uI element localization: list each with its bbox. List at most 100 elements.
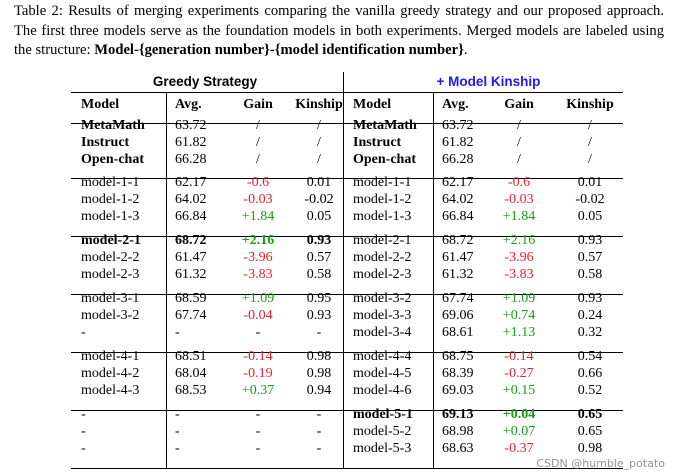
cell-left-kinship: - bbox=[316, 424, 322, 439]
cell-right-avg: 69.06 bbox=[442, 308, 474, 323]
cell-right-avg: 69.13 bbox=[442, 407, 474, 422]
cell-right-kinship: 0.05 bbox=[577, 209, 603, 224]
table-row: - - - - model-3-4 68.61 +1.13 0.32 bbox=[71, 324, 623, 341]
cell-left-kinship: 0.98 bbox=[306, 349, 332, 364]
table-row: MetaMath 63.72 / / MetaMath 63.72 / / bbox=[71, 117, 623, 134]
cell-right-avg: 61.82 bbox=[442, 135, 474, 150]
cell-right-model: model-3-2 bbox=[353, 291, 412, 306]
caption-end: . bbox=[463, 42, 468, 58]
cell-left-avg: 62.17 bbox=[175, 175, 207, 190]
cell-right-kinship: 0.24 bbox=[577, 308, 603, 323]
cell-right-kinship: 0.65 bbox=[577, 407, 603, 422]
table-row: model-1-3 66.84 +1.84 0.05 model-1-3 66.84 +1.… bbox=[71, 208, 623, 225]
cell-right-model: model-5-3 bbox=[353, 441, 412, 456]
cell-left-gain: / bbox=[256, 152, 260, 167]
cell-left-avg: 68.04 bbox=[175, 366, 207, 381]
cell-left-kinship: 0.94 bbox=[306, 383, 332, 398]
table-row: model-2-3 61.32 -3.83 0.58 model-2-3 61.32 -3.… bbox=[71, 266, 623, 283]
cell-right-model: model-2-1 bbox=[353, 233, 412, 248]
cell-right-kinship: -0.02 bbox=[575, 192, 605, 207]
table-row: model-3-2 67.74 -0.04 0.93 model-3-3 69.06 +0.… bbox=[71, 307, 623, 324]
cell-left-gain: -0.19 bbox=[243, 366, 273, 381]
cell-left-gain: - bbox=[255, 424, 261, 439]
column-header: Gain bbox=[243, 97, 273, 112]
cell-left-avg: 68.72 bbox=[175, 233, 207, 248]
column-header: Kinship bbox=[295, 97, 343, 112]
cell-right-kinship: 0.98 bbox=[577, 441, 603, 456]
cell-left-gain: -3.83 bbox=[243, 267, 273, 282]
cell-left-model: - bbox=[81, 441, 86, 456]
cell-right-gain: -0.37 bbox=[504, 441, 534, 456]
cell-left-kinship: -0.02 bbox=[304, 192, 334, 207]
cell-left-avg: 61.47 bbox=[175, 250, 207, 265]
caption-structure: Model-{generation number}-{model identif… bbox=[94, 42, 464, 58]
cell-right-gain: -3.83 bbox=[504, 267, 534, 282]
table-row: model-4-3 68.53 +0.37 0.94 model-4-6 69.03 +0.… bbox=[71, 382, 623, 399]
cell-left-model: - bbox=[81, 407, 86, 422]
cell-left-model: Instruct bbox=[81, 135, 130, 150]
cell-left-avg: 68.59 bbox=[175, 291, 207, 306]
cell-left-gain: -0.03 bbox=[243, 192, 273, 207]
cell-right-kinship: 0.32 bbox=[577, 325, 603, 340]
cell-right-avg: 68.39 bbox=[442, 366, 474, 381]
column-header: Model bbox=[353, 97, 392, 112]
table-row: model-1-2 64.02 -0.03 -0.02 model-1-2 64.02 -0… bbox=[71, 191, 623, 208]
cell-right-avg: 68.61 bbox=[442, 325, 474, 340]
cell-left-model: model-2-2 bbox=[81, 250, 140, 265]
table-rule bbox=[71, 352, 623, 353]
cell-right-avg: 66.84 bbox=[442, 209, 474, 224]
cell-right-kinship: / bbox=[588, 135, 592, 150]
table-rule bbox=[71, 178, 623, 179]
cell-right-model: model-1-1 bbox=[353, 175, 412, 190]
column-header-row: Model Avg. Gain Kinship Model Avg. Gain Kinship bbox=[71, 96, 623, 113]
caption-text: Table 2: Results of merging experiments … bbox=[14, 3, 664, 58]
table-row: model-4-2 68.04 -0.19 0.98 model-4-5 68.39 -0.… bbox=[71, 365, 623, 382]
cell-left-kinship: 0.98 bbox=[306, 366, 332, 381]
cell-right-avg: 62.17 bbox=[442, 175, 474, 190]
cell-left-avg: - bbox=[175, 441, 180, 456]
cell-left-avg: 61.32 bbox=[175, 267, 207, 282]
column-header: Model bbox=[81, 97, 120, 112]
cell-left-model: Open-chat bbox=[81, 152, 144, 167]
cell-right-gain: -0.14 bbox=[504, 349, 534, 364]
cell-right-avg: 64.02 bbox=[442, 192, 474, 207]
cell-left-model: model-1-3 bbox=[81, 209, 140, 224]
cell-right-gain: -3.96 bbox=[504, 250, 534, 265]
cell-right-avg: 69.03 bbox=[442, 383, 474, 398]
cell-left-model: model-3-1 bbox=[81, 291, 140, 306]
group-separator bbox=[343, 72, 344, 92]
cell-left-model: model-1-1 bbox=[81, 175, 140, 190]
cell-left-gain: -0.14 bbox=[243, 349, 273, 364]
cell-right-model: model-4-5 bbox=[353, 366, 412, 381]
cell-left-kinship: 0.95 bbox=[306, 291, 332, 306]
cell-left-avg: 64.02 bbox=[175, 192, 207, 207]
cell-left-avg: - bbox=[175, 325, 180, 340]
cell-right-model: model-3-4 bbox=[353, 325, 412, 340]
cell-right-avg: 68.63 bbox=[442, 441, 474, 456]
table-row: - - - - model-5-3 68.63 -0.37 0.98 bbox=[71, 440, 623, 457]
cell-left-gain: +2.16 bbox=[241, 233, 275, 248]
cell-right-model: model-5-2 bbox=[353, 424, 412, 439]
cell-right-avg: 67.74 bbox=[442, 291, 474, 306]
cell-left-gain: -0.04 bbox=[243, 308, 273, 323]
cell-left-kinship: / bbox=[317, 152, 321, 167]
group-model-kinship: + Model Kinship bbox=[436, 74, 541, 89]
cell-left-gain: -3.96 bbox=[243, 250, 273, 265]
watermark: CSDN @humble_potato bbox=[536, 457, 665, 470]
table-row: model-2-2 61.47 -3.96 0.57 model-2-2 61.47 -3.… bbox=[71, 249, 623, 266]
cell-right-kinship: 0.65 bbox=[577, 424, 603, 439]
column-header: Kinship bbox=[566, 97, 614, 112]
cell-right-kinship: 0.93 bbox=[577, 291, 603, 306]
group-greedy-strategy: Greedy Strategy bbox=[152, 74, 258, 89]
cell-left-model: model-3-2 bbox=[81, 308, 140, 323]
cell-right-gain: +0.07 bbox=[502, 424, 536, 439]
cell-right-model: model-3-3 bbox=[353, 308, 412, 323]
cell-right-gain: -0.6 bbox=[507, 175, 531, 190]
cell-left-kinship: 0.01 bbox=[306, 175, 332, 190]
cell-right-avg: 61.32 bbox=[442, 267, 474, 282]
cell-left-model: model-2-1 bbox=[81, 233, 141, 248]
cell-right-kinship: 0.93 bbox=[577, 233, 603, 248]
cell-right-gain: +0.04 bbox=[502, 407, 536, 422]
cell-left-kinship: 0.93 bbox=[306, 233, 332, 248]
cell-right-kinship: 0.66 bbox=[577, 366, 603, 381]
